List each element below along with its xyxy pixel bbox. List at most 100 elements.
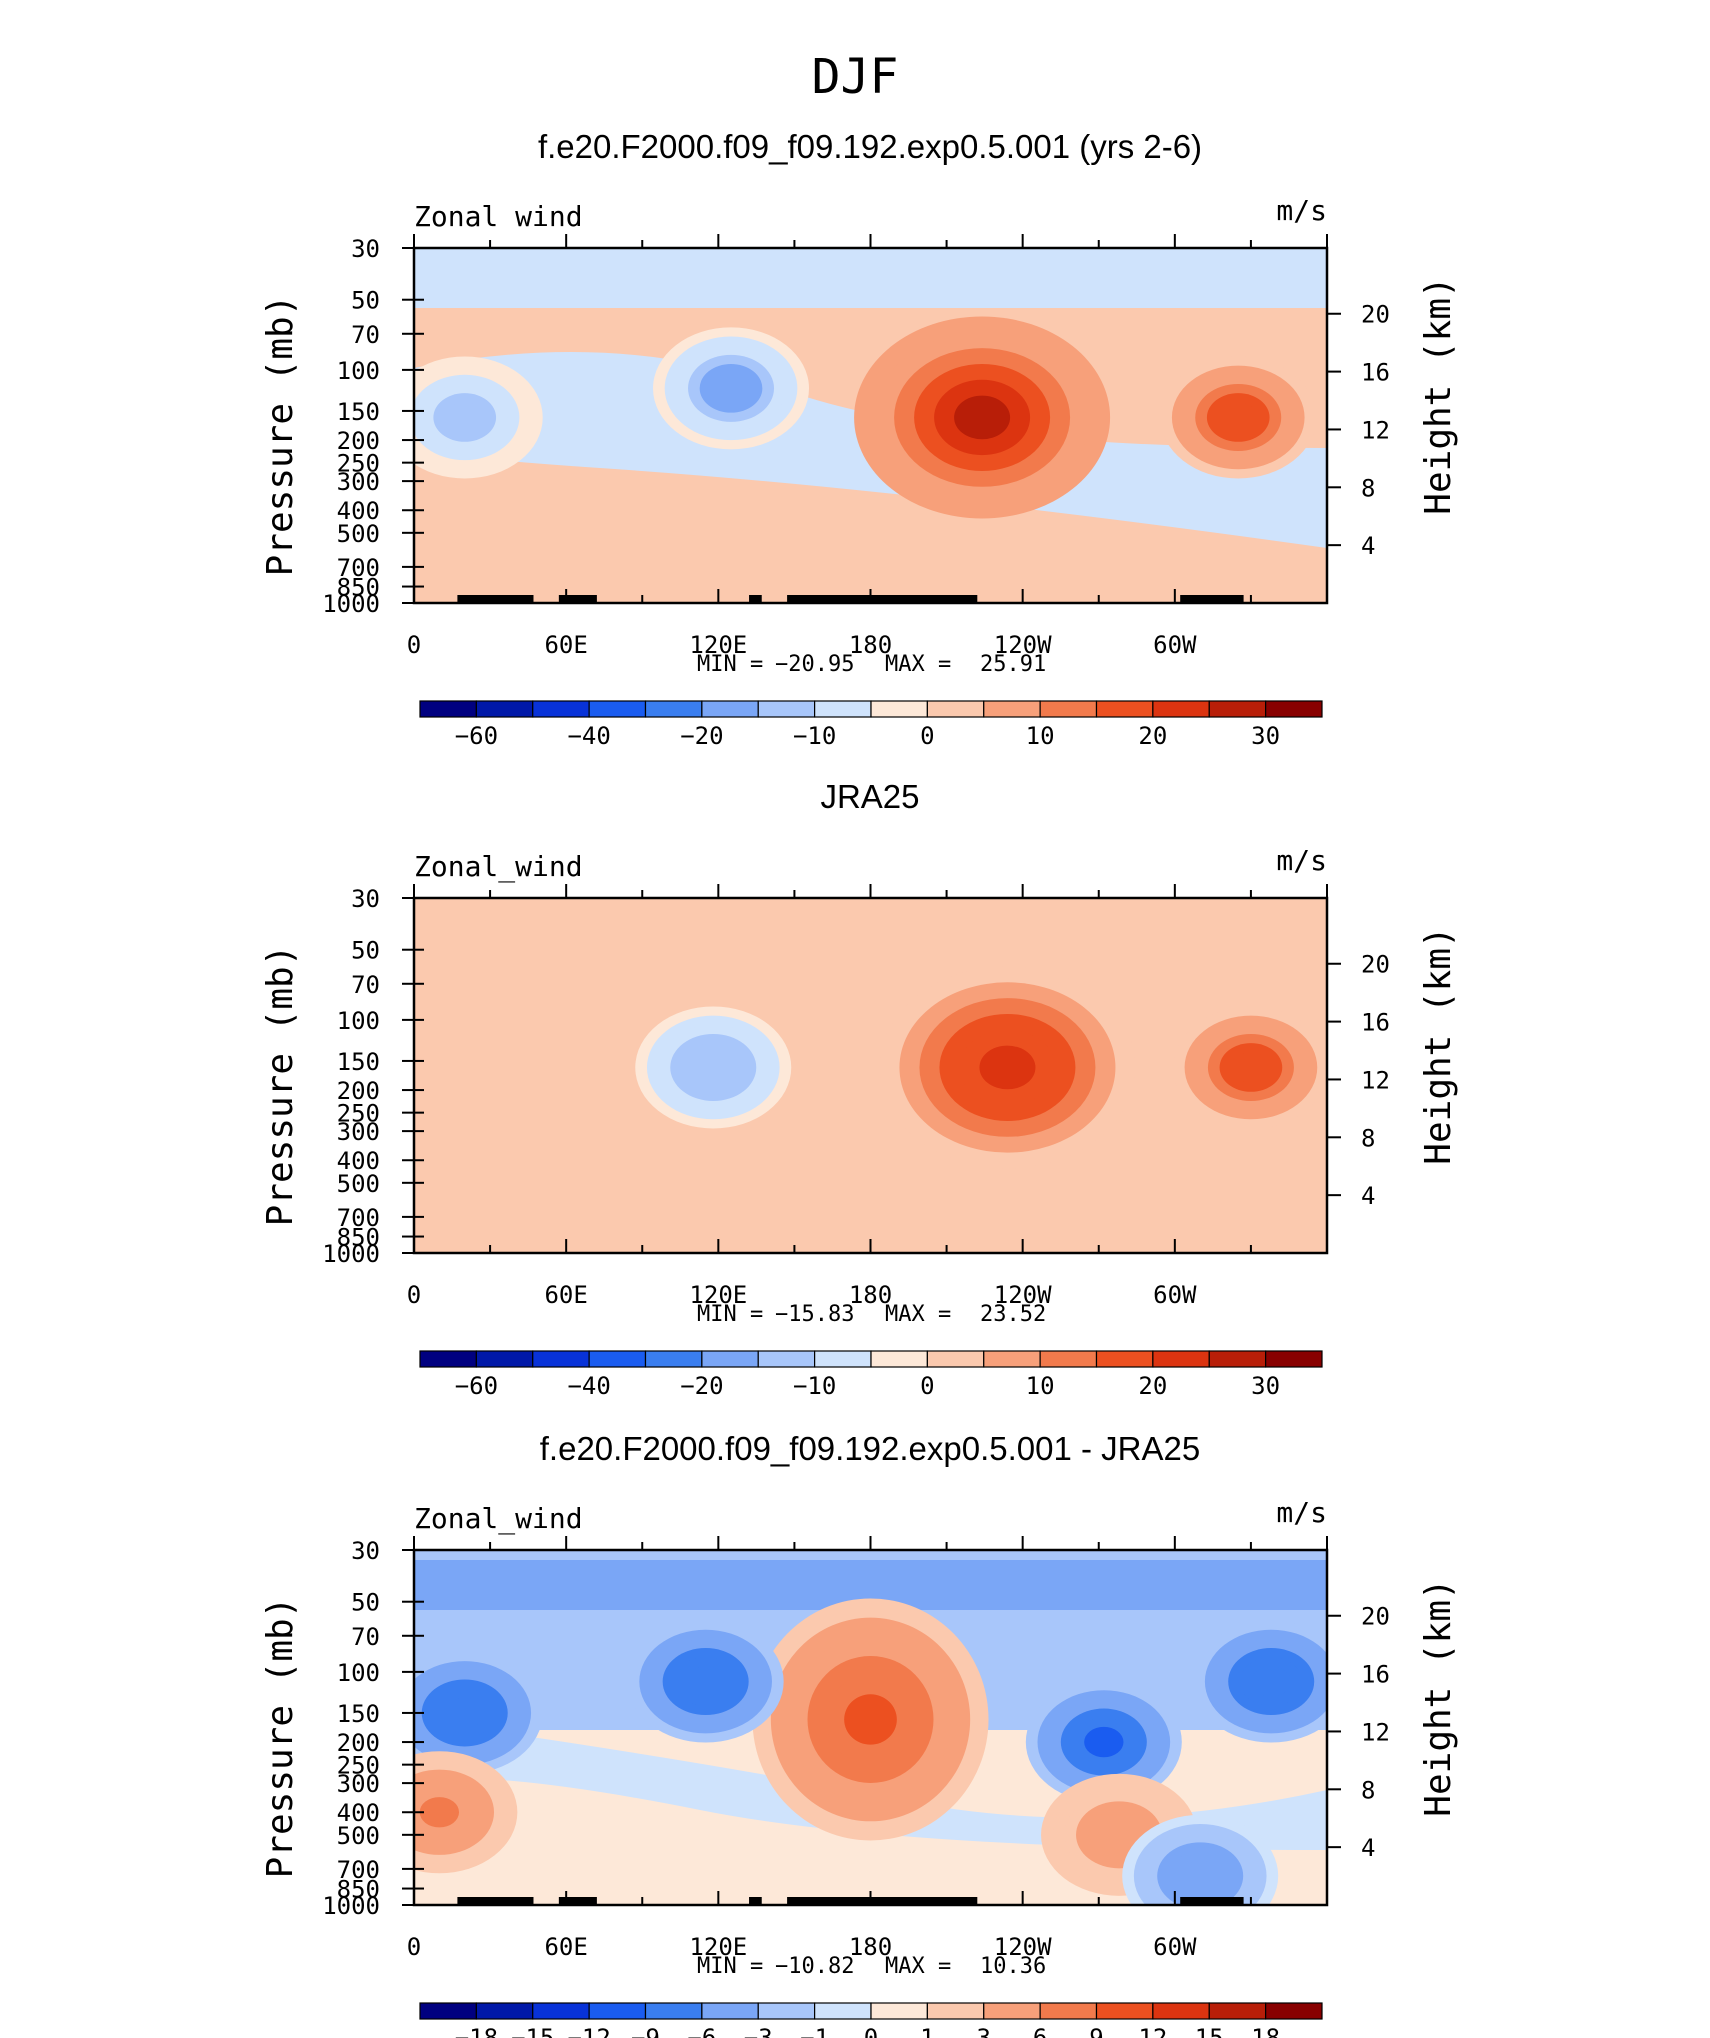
colorbar-swatch: [983, 700, 1041, 718]
colorbar-label: 12: [1138, 2024, 1167, 2038]
colorbar-label: 3: [977, 2024, 991, 2038]
colorbar-swatch: [926, 2002, 985, 2020]
y-tick-label: 500: [337, 520, 380, 548]
topography-mask: [1180, 595, 1244, 603]
colorbar-swatch: [1039, 700, 1098, 718]
y-tick-label: 500: [337, 1170, 380, 1198]
y-tick-label: 250: [337, 1100, 380, 1128]
colorbar-label: 20: [1138, 1372, 1167, 1400]
y-tick-label: 30: [351, 885, 380, 913]
topography-mask: [558, 595, 597, 603]
contour-field: [414, 898, 1327, 1253]
colorbar-swatch: [644, 700, 703, 718]
x-tick-label: 120W: [994, 1281, 1052, 1309]
colorbar-label: 0: [920, 1372, 934, 1400]
x-tick-label: 180: [849, 631, 892, 659]
colorbar-swatch: [1095, 700, 1154, 718]
panel-title: JRA25: [820, 778, 919, 815]
y-tick-label: 70: [351, 321, 380, 349]
contour-level: [445, 1697, 485, 1729]
colorbar-label: −1: [800, 2024, 829, 2038]
y-tick-label: 100: [337, 357, 380, 385]
colorbar-label: 18: [1251, 2024, 1280, 2038]
panel-title: f.e20.F2000.f09_f09.192.exp0.5.001 (yrs …: [538, 128, 1202, 165]
colorbar-swatch: [1152, 700, 1210, 718]
units-label: m/s: [1276, 194, 1327, 227]
x-tick-label: 60W: [1153, 631, 1197, 659]
x-tick-label: 0: [407, 631, 421, 659]
colorbar-swatch: [1152, 2002, 1210, 2020]
colorbar-swatch: [701, 1350, 759, 1368]
y-tick-label: 70: [351, 1623, 380, 1651]
colorbar-label: −9: [631, 2024, 660, 2038]
colorbar-swatch: [757, 700, 816, 718]
y-tick-label: 100: [337, 1007, 380, 1035]
x-tick-label: 120W: [994, 631, 1052, 659]
x-tick-label: 120E: [689, 1933, 747, 1961]
colorbar-label: 1: [920, 2024, 934, 2038]
colorbar-swatch: [1095, 2002, 1154, 2020]
colorbar-label: −10: [793, 722, 836, 750]
stratosphere-band: [414, 248, 1327, 308]
contour-level: [1099, 1819, 1139, 1850]
contour-level: [1084, 1726, 1124, 1758]
variable-label: Zonal_wind: [414, 1502, 583, 1536]
y-right-axis-title: Height (km): [1418, 926, 1459, 1164]
x-tick-label: 180: [849, 1933, 892, 1961]
y-tick-label: 500: [337, 1822, 380, 1850]
contour-level: [685, 1666, 726, 1697]
contour-level: [711, 373, 751, 404]
y-tick-label: 100: [337, 1659, 380, 1687]
colorbar-label: −3: [744, 2024, 773, 2038]
variable-label: Zonal_wind: [414, 850, 583, 884]
y-right-tick-label: 20: [1361, 301, 1390, 329]
colorbar-swatch: [475, 2002, 534, 2020]
y-right-tick-label: 16: [1361, 359, 1390, 387]
colorbar-swatch: [419, 700, 477, 718]
colorbar-label: −18: [455, 2024, 498, 2038]
colorbar-swatch: [532, 700, 590, 718]
contour-level: [1218, 402, 1258, 433]
contour-level: [1251, 1666, 1291, 1697]
x-tick-label: 120W: [994, 1933, 1052, 1961]
colorbar-swatch: [1208, 2002, 1267, 2020]
colorbar-label: −10: [793, 1372, 836, 1400]
topography-mask: [558, 1897, 597, 1905]
x-tick-label: 0: [407, 1933, 421, 1961]
chart-panel-3: f.e20.F2000.f09_f09.192.exp0.5.001 - JRA…: [260, 1430, 1459, 2038]
y-tick-label: 250: [337, 450, 380, 478]
y-right-tick-label: 8: [1361, 1776, 1375, 1804]
colorbar-swatch: [588, 2002, 647, 2020]
y-tick-label: 850: [337, 1876, 380, 1904]
y-tick-label: 700: [337, 554, 380, 582]
y-tick-label: 150: [337, 1700, 380, 1728]
topography-mask: [787, 595, 978, 603]
y-axis-title: Pressure (mb): [260, 945, 301, 1227]
y-right-tick-label: 16: [1361, 1661, 1390, 1689]
max-label: MAX =: [885, 652, 951, 677]
max-value: 10.36: [980, 1954, 1046, 1979]
colorbar-swatch: [814, 1350, 872, 1368]
y-tick-label: 700: [337, 1204, 380, 1232]
colorbar-swatch: [588, 700, 647, 718]
colorbar-swatch: [475, 1350, 534, 1368]
colorbar-label: 0: [920, 722, 934, 750]
colorbar-label: 0: [864, 2024, 878, 2038]
colorbar-label: 30: [1251, 1372, 1280, 1400]
min-label: MIN =: [697, 652, 763, 677]
y-right-tick-label: 8: [1361, 474, 1375, 502]
y-tick-label: 200: [337, 1077, 380, 1105]
x-tick-label: 120E: [689, 1281, 747, 1309]
colorbar-swatch: [870, 2002, 928, 2020]
x-tick-label: 60E: [544, 631, 587, 659]
topography-mask: [457, 1897, 534, 1905]
max-label: MAX =: [885, 1302, 951, 1327]
variable-label: Zonal wind: [414, 200, 583, 233]
y-right-tick-label: 12: [1361, 416, 1390, 444]
y-right-tick-label: 12: [1361, 1066, 1390, 1094]
colorbar-swatch: [644, 1350, 703, 1368]
colorbar-label: −20: [680, 1372, 723, 1400]
y-tick-label: 150: [337, 398, 380, 426]
colorbar-swatch: [757, 1350, 816, 1368]
